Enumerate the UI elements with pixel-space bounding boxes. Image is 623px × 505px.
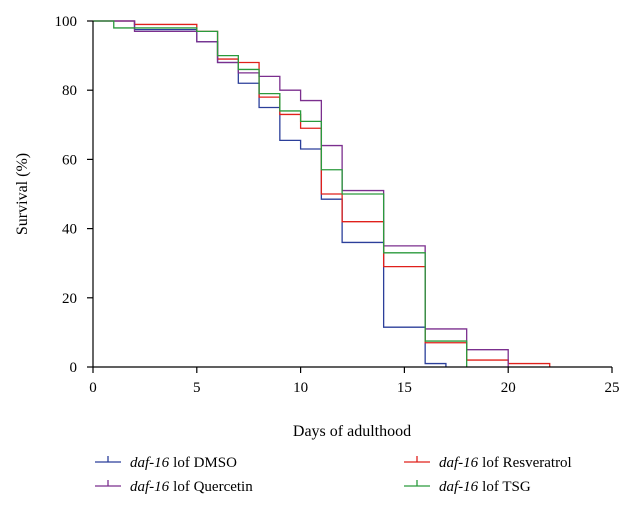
y-tick-label: 100 [55, 14, 78, 30]
axes-layer [92, 21, 612, 368]
x-tick-label: 10 [293, 380, 308, 396]
x-tick-label: 5 [193, 380, 201, 396]
y-axis-title: Survival (%) [14, 153, 31, 235]
legend-series-name: lof Quercetin [173, 479, 253, 495]
legend-item-lof-dmso: daf-16 lof DMSO [95, 455, 237, 471]
legend-item-lof-quercetin: daf-16 lof Quercetin [95, 479, 253, 495]
legend-series-name: lof DMSO [173, 455, 237, 471]
x-tick-label: 25 [605, 380, 620, 396]
legend-strain: daf-16 [130, 479, 170, 495]
y-tick-label: 60 [62, 152, 77, 168]
legend-strain: daf-16 [439, 455, 479, 471]
y-tick-label: 20 [62, 291, 77, 307]
legend-label: daf-16 lof TSG [439, 479, 531, 495]
y-tick-label: 0 [70, 360, 78, 376]
legend: daf-16 lof DMSO daf-16 lof Resveratroldaf-1… [95, 455, 572, 495]
x-axis-title: Days of adulthood [293, 423, 411, 440]
ticks-layer: 0 5 10 15 20 25 0 20 40 60 80 100 [55, 14, 620, 396]
legend-item-lof-tsg: daf-16 lof TSG [404, 479, 531, 495]
legend-item-lof-resveratrol: daf-16 lof Resveratrol [404, 455, 572, 471]
x-tick-label: 20 [501, 380, 516, 396]
legend-series-name: lof Resveratrol [482, 455, 572, 471]
series-line-lof-dmso [93, 20, 447, 367]
y-tick-label: 80 [62, 83, 77, 99]
series-line-lof-quercetin [93, 20, 509, 367]
series-line-lof-tsg [93, 20, 468, 367]
series-layer [93, 20, 551, 367]
legend-strain: daf-16 [130, 455, 170, 471]
legend-label: daf-16 lof Resveratrol [439, 455, 572, 471]
legend-label: daf-16 lof DMSO [130, 455, 237, 471]
legend-series-name: lof TSG [482, 479, 531, 495]
y-tick-label: 40 [62, 222, 77, 238]
series-line-lof-resveratrol [93, 20, 551, 367]
legend-strain: daf-16 [439, 479, 479, 495]
x-tick-label: 0 [89, 380, 97, 396]
x-tick-label: 15 [397, 380, 412, 396]
legend-label: daf-16 lof Quercetin [130, 479, 253, 495]
